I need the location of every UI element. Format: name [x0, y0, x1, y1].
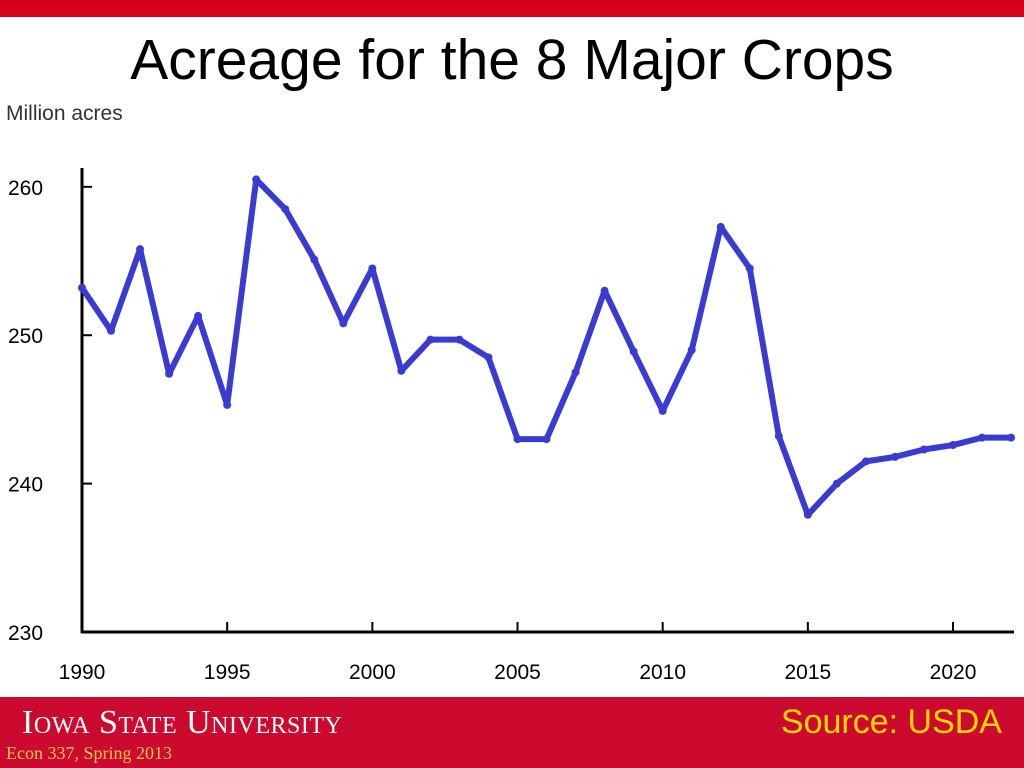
data-point [832, 479, 841, 488]
data-point [542, 435, 551, 444]
data-point [455, 335, 464, 344]
data-point [803, 510, 812, 519]
y-axis-ticks: 230 240 250 260 [8, 177, 92, 645]
series-line [79, 176, 1012, 518]
data-point [600, 286, 609, 295]
data-point [861, 457, 870, 466]
data-point [890, 452, 899, 461]
y-tick-label: 250 [8, 325, 43, 348]
y-axis-unit-label: Million acres [6, 102, 123, 125]
x-tick-label: 2010 [639, 661, 686, 684]
data-point [397, 366, 406, 375]
data-point [919, 445, 928, 454]
top-accent-bar [0, 0, 1024, 17]
data-point [223, 400, 232, 409]
series-group [78, 175, 1016, 519]
data-point [571, 368, 580, 377]
x-tick-label: 2020 [930, 661, 977, 684]
data-point [949, 441, 958, 450]
data-point [629, 347, 638, 356]
data-point [165, 369, 174, 378]
data-point [310, 255, 319, 264]
data-point [194, 311, 203, 320]
footer-bar: Iowa State University Econ 337, Spring 2… [0, 697, 1024, 768]
x-tick-label: 1990 [59, 661, 106, 684]
x-tick-label: 2000 [349, 661, 396, 684]
x-tick-label: 2015 [784, 661, 831, 684]
x-tick-label: 1995 [204, 661, 251, 684]
data-point [513, 435, 522, 444]
data-point [368, 264, 377, 273]
data-point [658, 406, 667, 415]
data-point [716, 222, 725, 231]
data-point [426, 335, 435, 344]
course-label: Econ 337, Spring 2013 [6, 743, 172, 763]
y-tick-label: 240 [8, 474, 43, 497]
data-point [1007, 433, 1016, 442]
university-wordmark: Iowa State University [22, 704, 343, 741]
y-tick-label: 260 [8, 177, 43, 200]
chart-area: Million acres 230 240 250 260 1990 1995 2000 2… [0, 96, 1024, 696]
data-point [745, 264, 754, 273]
y-tick-label: 230 [8, 622, 43, 645]
data-point [252, 175, 261, 184]
x-axis-ticks: 1990 1995 2000 2005 2010 2015 2020 [59, 622, 977, 684]
data-point [136, 245, 145, 254]
data-point [339, 319, 348, 328]
data-point [107, 326, 116, 335]
data-point [978, 433, 987, 442]
data-point [774, 432, 783, 441]
data-point [281, 205, 290, 214]
x-tick-label: 2005 [494, 661, 541, 684]
data-point [687, 346, 696, 355]
source-label: Source: USDA [780, 703, 1002, 741]
data-point [78, 283, 86, 292]
line-chart: Million acres 230 240 250 260 1990 1995 2000 2… [6, 102, 1016, 684]
slide-title: Acreage for the 8 Major Crops [130, 28, 894, 92]
data-point [484, 353, 493, 362]
